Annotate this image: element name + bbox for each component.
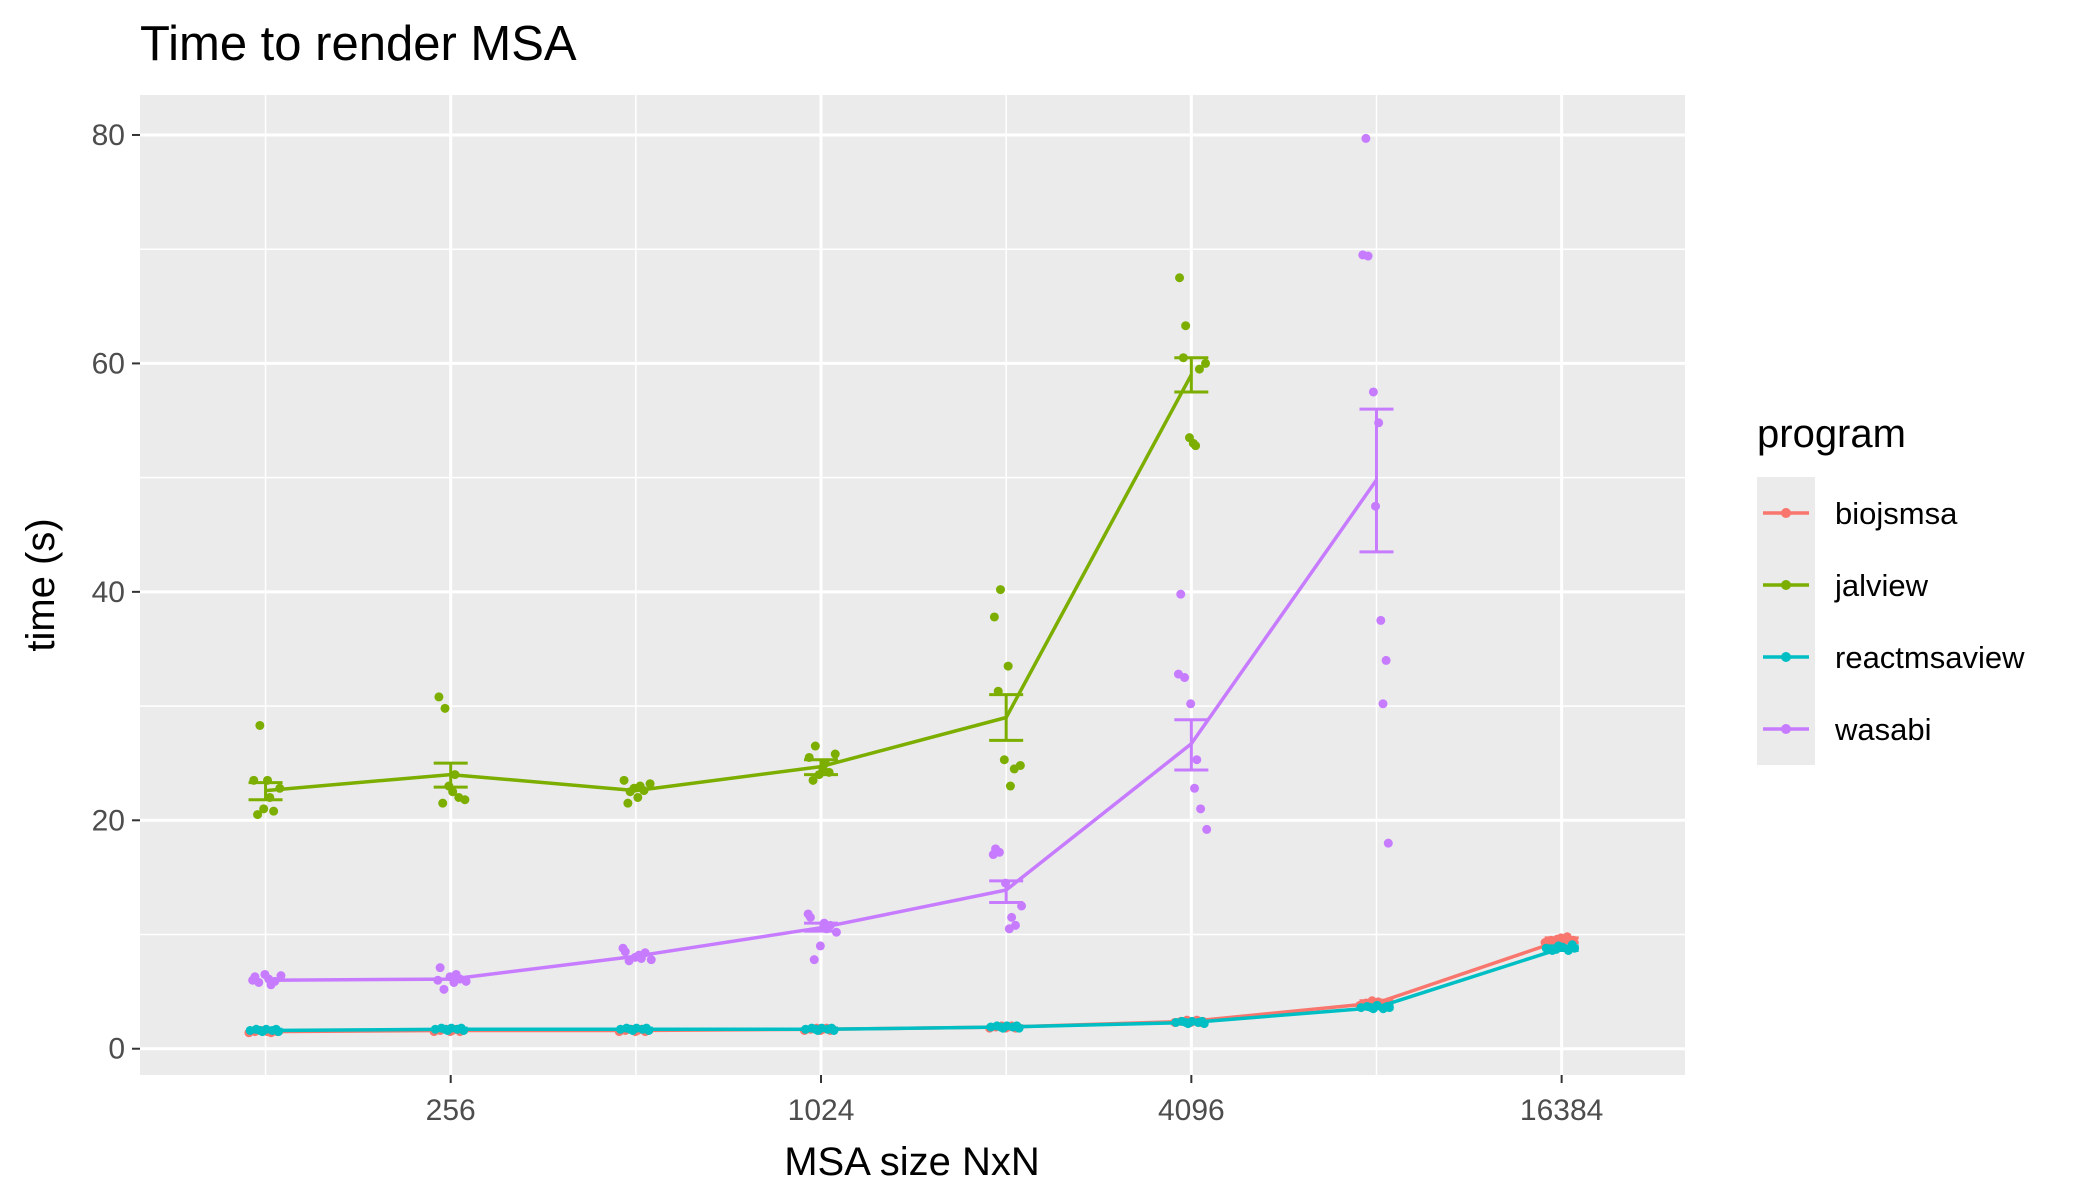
data-point [1190,783,1200,793]
data-point [619,775,629,785]
legend-label: biojsmsa [1835,496,1958,531]
y-tick-label: 80 [92,119,125,152]
grid-minor [140,95,1685,1075]
data-point [999,755,1009,765]
data-point [995,585,1005,595]
data-point [1383,838,1393,848]
data-point [438,798,448,808]
chart-title: Time to render MSA [140,17,577,71]
data-point [1015,760,1025,770]
data-point [618,943,628,953]
series-line [265,946,1563,1033]
data-point [1361,133,1371,143]
data-point [808,775,818,785]
legend-title: program [1757,412,1906,456]
data-point [809,955,819,965]
data-point [1186,699,1196,709]
data-point [646,955,656,965]
series-wasabi [248,133,1394,994]
legend-label: wasabi [1834,712,1932,747]
data-point [1003,661,1013,671]
data-point [1175,273,1185,283]
plot-panel [140,95,1685,1075]
data-point [1202,824,1212,834]
series-line [265,478,1378,982]
data-point [1188,438,1198,448]
data-point [1181,321,1191,331]
data-point [255,720,265,730]
legend-items: biojsmsa jalview reactmsaview wasabi [1757,477,2025,765]
series-line [265,373,1193,793]
y-axis-title: time (s) [19,518,63,651]
data-point [633,792,643,802]
data-point [253,810,263,820]
x-tick-label: 1024 [788,1094,855,1127]
legend-key-point [1781,652,1791,662]
data-point [1376,615,1386,625]
data-point [623,798,633,808]
y-axis: 0 20 40 60 80 [92,119,140,1066]
data-point [815,941,825,951]
y-tick-label: 60 [92,347,125,380]
data-point [1176,589,1186,599]
data-point [1201,358,1211,368]
data-point [803,909,813,919]
grid-major [140,95,1685,1075]
y-tick-label: 40 [92,576,125,609]
legend-item-wasabi: wasabi [1757,693,1932,765]
legend-key-point [1781,724,1791,734]
data-point [810,741,820,751]
data-point [830,749,840,759]
data-point [434,692,444,702]
data-point [254,977,264,987]
data-point [1192,755,1202,765]
series-jalview [248,273,1211,820]
data-point [1196,804,1206,814]
data-point [1010,920,1020,930]
data-point [435,963,445,973]
data-point [645,779,655,789]
legend-key-point [1781,508,1791,518]
data-point [276,971,286,981]
data-point [440,703,450,713]
legend-item-biojsmsa: biojsmsa [1757,477,1958,549]
x-tick-label: 16384 [1520,1094,1603,1127]
x-axis-title: MSA size NxN [784,1140,1040,1184]
data-point [1180,673,1190,683]
legend: program biojsmsa jalview reactmsaview wasab… [1757,412,2025,765]
legend-item-reactmsaview: reactmsaview [1757,621,2025,693]
legend-key-point [1781,580,1791,590]
legend-label: jalview [1834,568,1929,603]
data-point [1005,781,1015,791]
data-point [994,847,1004,857]
data-point [448,787,458,797]
y-tick-label: 20 [92,804,125,837]
x-axis: 256 1024 4096 16384 [426,1075,1603,1127]
x-tick-label: 256 [426,1094,476,1127]
legend-item-jalview: jalview [1757,549,1929,621]
data-point [1194,364,1204,374]
data-point [439,984,449,994]
data-point [989,612,999,622]
data-point [460,795,470,805]
data-point [1363,251,1373,261]
data-point [269,806,279,816]
data-point [1007,912,1017,922]
data-point [1378,699,1388,709]
y-tick-label: 0 [108,1033,125,1066]
data-point [1368,387,1378,397]
x-tick-label: 4096 [1158,1094,1225,1127]
series-reactmsaview [245,940,1580,1037]
data-point [259,804,269,814]
data-point [1381,655,1391,665]
series-layer [244,133,1580,1038]
legend-label: reactmsaview [1835,640,2025,675]
